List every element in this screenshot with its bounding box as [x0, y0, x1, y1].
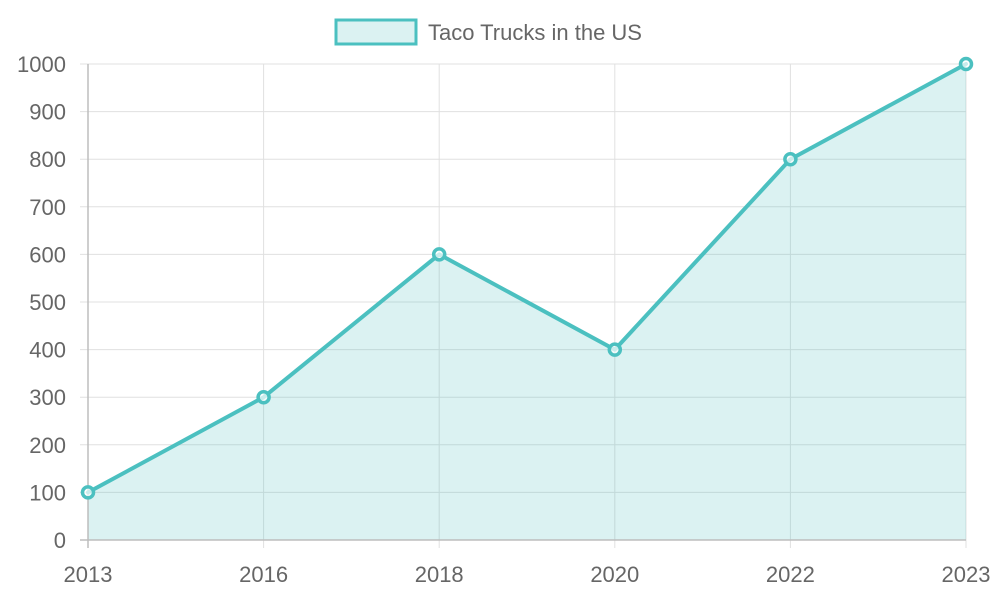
y-tick-label: 800 [29, 147, 66, 172]
x-tick-label: 2020 [590, 562, 639, 587]
x-tick-labels: 2013 2016 2018 2020 2022 2023 [64, 562, 991, 587]
y-tick-label: 400 [29, 338, 66, 363]
legend-swatch[interactable] [334, 18, 418, 46]
x-tick-label: 2018 [415, 562, 464, 587]
x-tick-label: 2013 [64, 562, 113, 587]
data-point[interactable] [431, 247, 447, 262]
y-tick-label: 100 [29, 480, 66, 505]
legend-label[interactable]: Taco Trucks in the US [428, 20, 642, 45]
data-point[interactable] [958, 56, 974, 72]
x-tick-label: 2022 [766, 562, 815, 587]
y-tick-label: 500 [29, 290, 66, 315]
y-tick-label: 300 [29, 385, 66, 410]
y-tick-label: 700 [29, 195, 66, 220]
x-tick-label: 2023 [942, 562, 991, 587]
series-points [80, 56, 974, 500]
x-tick-label: 2016 [239, 562, 288, 587]
legend[interactable]: Taco Trucks in the US [334, 18, 642, 46]
y-tick-label: 200 [29, 433, 66, 458]
y-tick-label: 0 [54, 528, 66, 553]
data-point[interactable] [256, 389, 271, 405]
series-line-group [86, 62, 968, 495]
series-line [86, 62, 968, 495]
y-tick-label: 600 [29, 242, 66, 267]
data-point[interactable] [783, 151, 798, 167]
y-tick-labels: 0 100 200 300 400 500 600 700 800 900 1000 [17, 52, 66, 553]
data-point[interactable] [607, 342, 623, 357]
y-tick-label: 900 [29, 100, 66, 125]
data-point[interactable] [80, 485, 96, 500]
axes [80, 64, 966, 548]
y-tick-label: 1000 [17, 52, 66, 77]
